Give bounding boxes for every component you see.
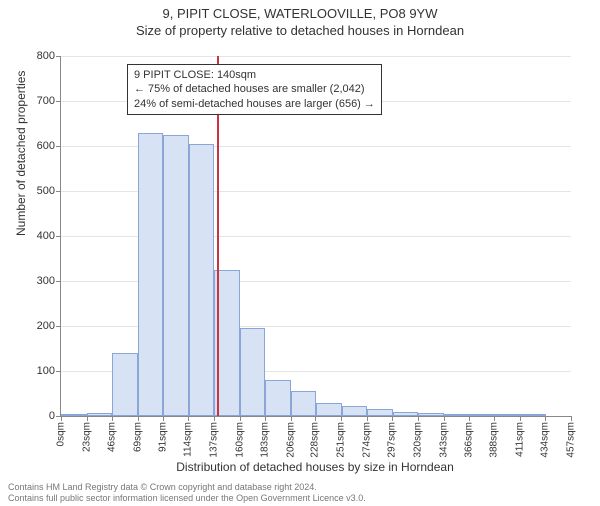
grid-line: [61, 56, 571, 57]
x-tick-mark: [112, 416, 113, 421]
histogram-bar: [367, 409, 393, 416]
x-tick-label: 411sqm: [514, 422, 525, 457]
x-tick-mark: [571, 416, 572, 421]
x-tick-label: 46sqm: [107, 422, 118, 452]
x-tick-label: 366sqm: [464, 422, 475, 458]
x-tick-label: 343sqm: [438, 422, 449, 458]
x-tick-mark: [444, 416, 445, 421]
y-tick-label: 800: [37, 50, 55, 62]
x-tick-label: 434sqm: [540, 422, 551, 458]
y-tick-label: 400: [37, 230, 55, 242]
chart-title-sub: Size of property relative to detached ho…: [0, 23, 600, 38]
x-tick-label: 137sqm: [208, 422, 219, 458]
y-tick-label: 600: [37, 140, 55, 152]
annotation-line-2: ← 75% of detached houses are smaller (2,…: [134, 82, 375, 96]
y-tick-mark: [56, 281, 61, 282]
x-tick-label: 457sqm: [566, 422, 577, 458]
x-tick-label: 183sqm: [260, 422, 271, 458]
x-tick-mark: [315, 416, 316, 421]
histogram-bar: [469, 414, 495, 416]
x-tick-mark: [61, 416, 62, 421]
x-tick-mark: [392, 416, 393, 421]
x-tick-label: 320sqm: [413, 422, 424, 458]
x-tick-mark: [265, 416, 266, 421]
x-tick-label: 206sqm: [285, 422, 296, 458]
histogram-bar: [393, 412, 419, 417]
y-tick-label: 100: [37, 365, 55, 377]
annotation-box: 9 PIPIT CLOSE: 140sqm← 75% of detached h…: [127, 64, 382, 115]
x-tick-mark: [163, 416, 164, 421]
x-tick-label: 274sqm: [361, 422, 372, 458]
y-tick-label: 0: [49, 410, 55, 422]
histogram-bar: [189, 144, 215, 416]
histogram-bar: [291, 391, 317, 416]
x-tick-mark: [418, 416, 419, 421]
x-tick-label: 228sqm: [310, 422, 321, 458]
y-tick-mark: [56, 191, 61, 192]
x-tick-mark: [341, 416, 342, 421]
histogram-bar: [418, 413, 444, 416]
annotation-line-1: 9 PIPIT CLOSE: 140sqm: [134, 68, 375, 82]
x-tick-mark: [469, 416, 470, 421]
x-tick-mark: [188, 416, 189, 421]
x-tick-label: 297sqm: [387, 422, 398, 458]
histogram-bar: [520, 414, 546, 416]
y-axis-label: Number of detached properties: [14, 71, 28, 236]
y-tick-label: 200: [37, 320, 55, 332]
y-tick-label: 300: [37, 275, 55, 287]
x-axis-label: Distribution of detached houses by size …: [60, 460, 570, 474]
x-tick-label: 0sqm: [56, 422, 67, 446]
x-tick-mark: [494, 416, 495, 421]
y-tick-mark: [56, 371, 61, 372]
x-tick-mark: [545, 416, 546, 421]
y-tick-mark: [56, 56, 61, 57]
histogram-bar: [87, 413, 113, 416]
histogram-bar: [138, 133, 164, 417]
footer-attribution: Contains HM Land Registry data © Crown c…: [8, 482, 366, 504]
x-tick-mark: [291, 416, 292, 421]
x-tick-label: 251sqm: [336, 422, 347, 458]
y-tick-mark: [56, 326, 61, 327]
y-tick-mark: [56, 236, 61, 237]
x-tick-mark: [87, 416, 88, 421]
x-tick-label: 114sqm: [183, 422, 194, 457]
annotation-line-3: 24% of semi-detached houses are larger (…: [134, 97, 375, 111]
chart-title-main: 9, PIPIT CLOSE, WATERLOOVILLE, PO8 9YW: [0, 6, 600, 21]
y-tick-mark: [56, 146, 61, 147]
histogram-bar: [112, 353, 138, 416]
chart-plot-area: 01002003004005006007008000sqm23sqm46sqm6…: [60, 56, 571, 417]
x-tick-mark: [520, 416, 521, 421]
y-tick-label: 700: [37, 95, 55, 107]
histogram-bar: [265, 380, 291, 416]
x-tick-mark: [214, 416, 215, 421]
histogram-bar: [495, 414, 521, 416]
histogram-bar: [444, 414, 470, 416]
histogram-bar: [316, 403, 342, 417]
x-tick-mark: [367, 416, 368, 421]
x-tick-label: 388sqm: [488, 422, 499, 458]
y-tick-label: 500: [37, 185, 55, 197]
x-tick-mark: [240, 416, 241, 421]
x-tick-label: 69sqm: [133, 422, 144, 452]
histogram-bar: [61, 414, 87, 416]
x-tick-label: 160sqm: [234, 422, 245, 458]
x-tick-mark: [138, 416, 139, 421]
footer-line-1: Contains HM Land Registry data © Crown c…: [8, 482, 366, 493]
footer-line-2: Contains full public sector information …: [8, 493, 366, 504]
histogram-bar: [342, 406, 368, 416]
x-tick-label: 91sqm: [157, 422, 168, 452]
x-tick-label: 23sqm: [81, 422, 92, 452]
histogram-bar: [163, 135, 189, 416]
histogram-bar: [240, 328, 266, 416]
y-tick-mark: [56, 101, 61, 102]
